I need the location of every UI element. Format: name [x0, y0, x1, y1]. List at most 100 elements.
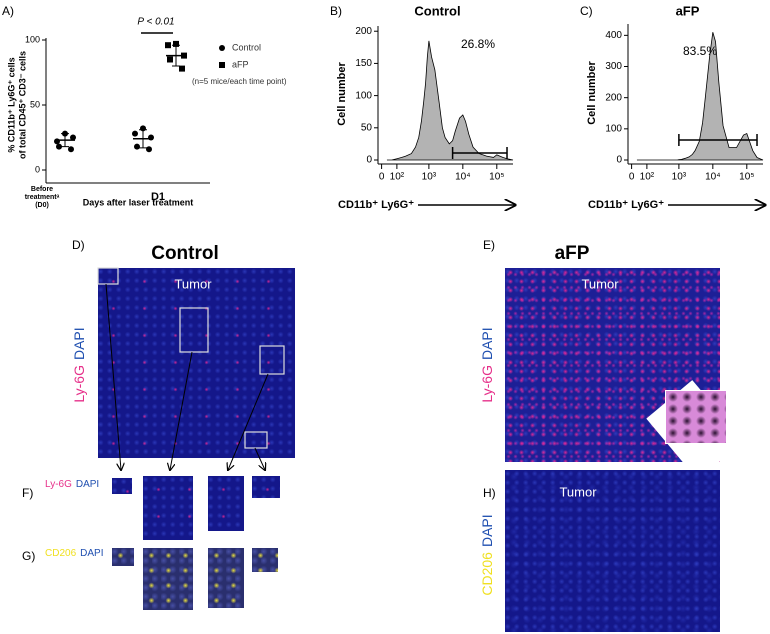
micrograph-f2	[143, 476, 193, 540]
legend-marker	[219, 62, 225, 68]
micrograph-h	[505, 470, 720, 632]
y-axis-label: Cell number	[336, 62, 348, 126]
y-tick-label: 400	[605, 30, 622, 41]
point	[179, 65, 185, 72]
point	[165, 42, 171, 49]
panel-title: aFP	[555, 243, 590, 264]
panel-label: F)	[22, 486, 33, 500]
y-axis-label: of total CD45⁺ CD3⁻ cells	[17, 51, 27, 159]
histogram	[386, 40, 514, 161]
x-tick-label: 10³	[422, 172, 437, 183]
panel-label: E)	[483, 238, 495, 252]
y-tick-label: 0	[366, 155, 372, 166]
stain: CD206	[479, 552, 495, 596]
legend-label: aFP	[232, 59, 249, 69]
annotation: P < 0.01	[137, 17, 174, 28]
x-tick-label: 0	[629, 172, 635, 183]
y-tick-label: 50	[30, 99, 40, 109]
inset	[665, 390, 727, 444]
y-axis-label: % CD11b⁺ Ly6G⁺ cells	[6, 57, 16, 152]
point	[54, 138, 60, 145]
micrograph-g1	[112, 548, 134, 566]
stain-label: Ly-6G DAPI	[479, 327, 495, 402]
x-tick-label: 10⁴	[705, 172, 720, 183]
error-bar	[139, 129, 147, 149]
micrograph-f1	[112, 478, 132, 494]
x-tick-label: 10²	[640, 172, 655, 183]
gate-label: 26.8%	[461, 37, 495, 51]
stain-label: Ly-6G DAPI	[45, 479, 99, 490]
stain-label: CD206 DAPI	[479, 514, 495, 595]
x-axis-label: CD11b⁺ Ly6G⁺	[338, 199, 414, 211]
y-axis-label: Cell number	[586, 61, 598, 125]
panel-label: D)	[72, 238, 85, 252]
point	[132, 130, 138, 137]
gate	[451, 147, 508, 159]
panel-label: B)	[330, 4, 342, 18]
point	[134, 143, 140, 150]
x-tick-label: 10⁵	[489, 172, 504, 183]
micrograph-d	[98, 268, 295, 458]
legend-marker	[219, 45, 225, 51]
gate	[678, 134, 758, 146]
panel-label: G)	[22, 549, 35, 563]
x-tick-label: 10²	[390, 172, 405, 183]
x-tick-label: D1	[151, 191, 165, 203]
x-tick-label: 0	[379, 172, 385, 183]
stain: Ly-6G	[71, 365, 87, 403]
chart-title: Control	[414, 3, 460, 18]
y-tick-label: 100	[25, 34, 40, 44]
y-tick-label: 200	[355, 26, 372, 37]
micrograph-g2	[143, 548, 193, 610]
micrograph-f3	[208, 476, 244, 531]
micrograph-g3	[208, 548, 244, 608]
y-tick-label: 200	[605, 92, 622, 103]
counterstain: DAPI	[479, 327, 495, 360]
x-tick-label: 10⁵	[739, 172, 754, 183]
note: (n=5 mice/each time point)	[192, 77, 287, 86]
error-bar	[61, 133, 69, 148]
chart-title: aFP	[676, 3, 700, 18]
histogram	[636, 32, 764, 161]
y-tick-label: 100	[355, 90, 372, 101]
counterstain: DAPI	[76, 479, 99, 490]
panel-title: Control	[151, 243, 219, 264]
stain: Ly-6G	[45, 479, 72, 490]
y-tick-label: 100	[605, 123, 622, 134]
image-label: Tumor	[559, 484, 597, 499]
panel-label: C)	[580, 4, 593, 18]
point	[148, 134, 154, 141]
image-label: Tumor	[174, 276, 212, 291]
stain: CD206	[45, 548, 77, 559]
x-tick-label: 10³	[672, 172, 687, 183]
micrograph-f4	[252, 476, 280, 498]
point	[70, 134, 76, 141]
y-tick-label: 0	[616, 155, 622, 166]
x-tick-label: 10⁴	[455, 172, 470, 183]
counterstain: DAPI	[80, 548, 103, 559]
roi-arrows	[105, 283, 269, 470]
point	[173, 40, 179, 47]
counterstain: DAPI	[479, 514, 495, 547]
point	[68, 146, 74, 153]
y-tick-label: 300	[605, 61, 622, 72]
gate-label: 83.5%	[683, 44, 717, 58]
point	[146, 146, 152, 153]
counterstain: DAPI	[71, 327, 87, 360]
y-tick-label: 0	[35, 164, 40, 174]
x-tick-label: Before treatmentᵃ (D0)	[24, 186, 60, 209]
error-bar	[172, 44, 180, 67]
x-axis-label: Days after laser treatment	[83, 197, 194, 207]
panel-label: A)	[2, 4, 14, 18]
image-label: Tumor	[581, 276, 619, 291]
y-tick-label: 150	[355, 58, 372, 69]
stain: Ly-6G	[479, 365, 495, 403]
micrograph-g4	[252, 548, 278, 572]
x-axis-label: CD11b⁺ Ly6G⁺	[588, 199, 664, 211]
stain-label: Ly-6G DAPI	[71, 327, 87, 402]
point	[56, 143, 62, 150]
legend-label: Control	[232, 42, 261, 52]
y-tick-label: 50	[361, 122, 373, 133]
